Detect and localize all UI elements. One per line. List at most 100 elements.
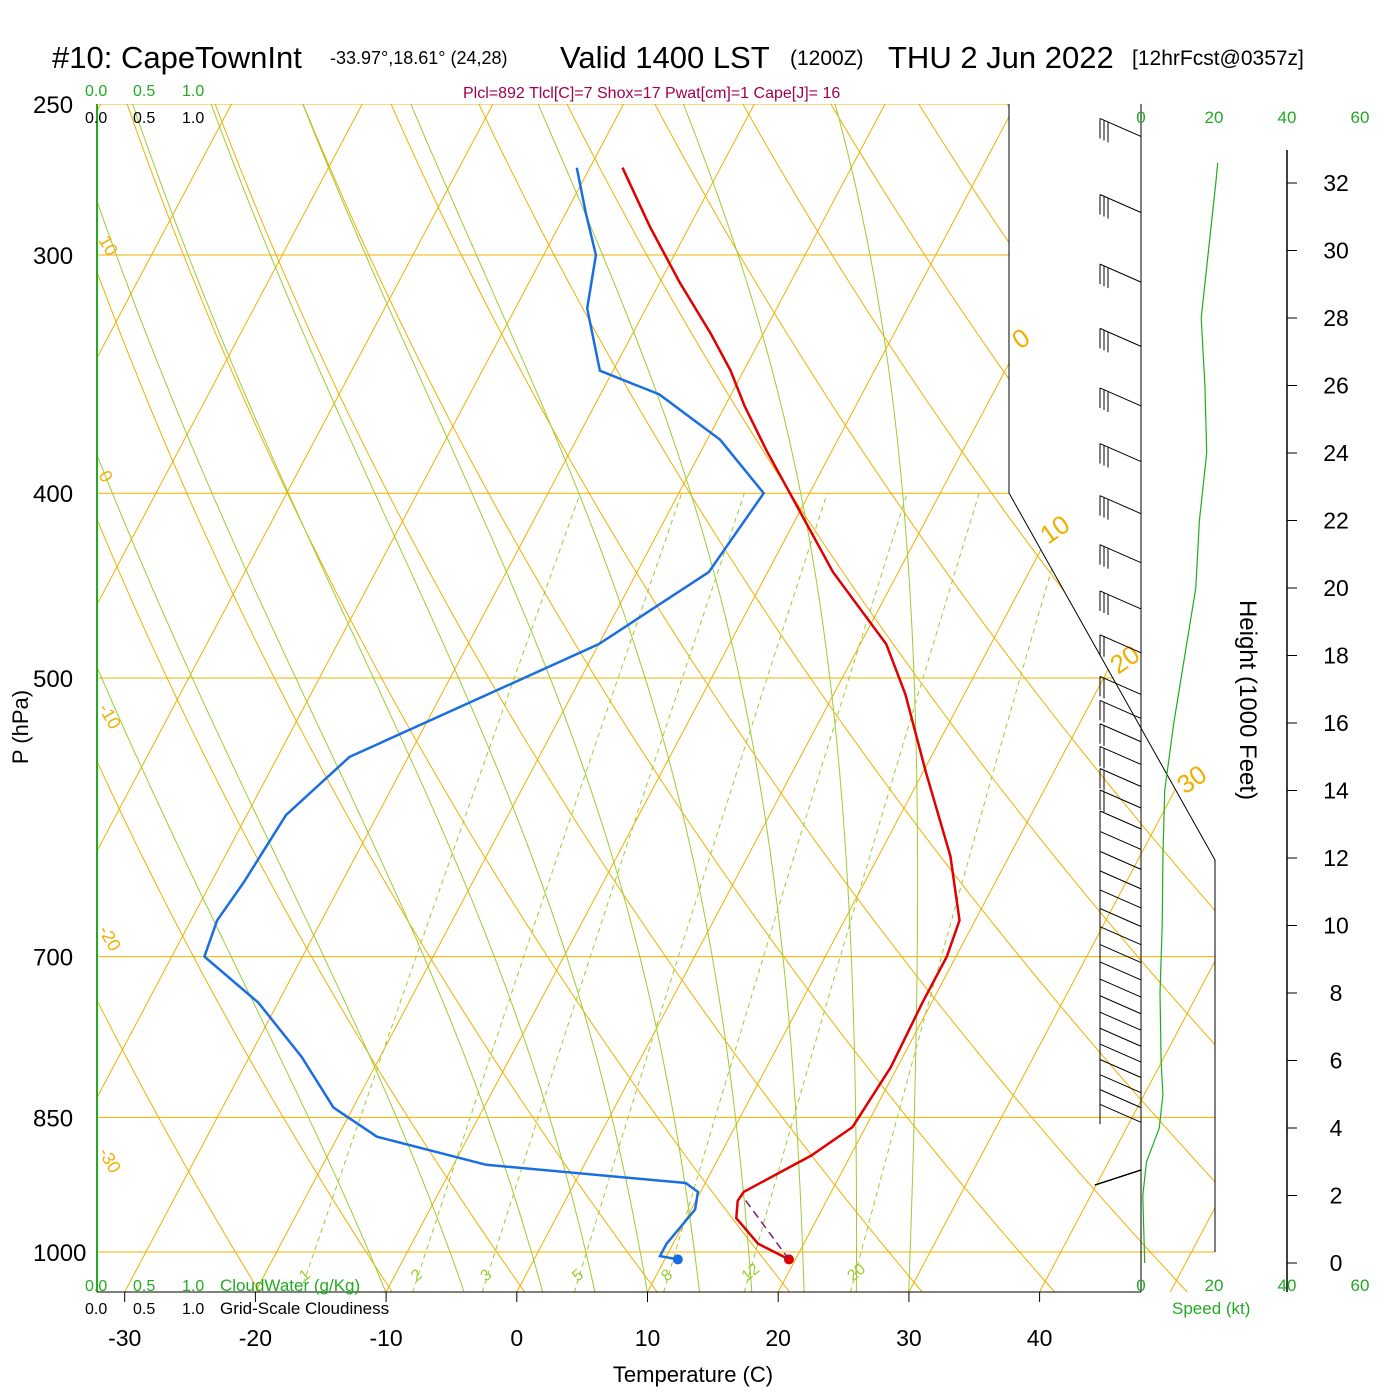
- wind-barb: [1099, 1043, 1142, 1063]
- mixing-ratio-label: 12: [739, 1261, 764, 1286]
- valid-time: Valid 1400 LST: [560, 40, 770, 75]
- wind-barb: [1099, 768, 1142, 787]
- wind-barb: [1099, 590, 1142, 610]
- moist-adiabat: [682, 104, 858, 1292]
- cloud-tick-label: 0.0: [85, 1301, 107, 1318]
- height-tick-label: 18: [1323, 643, 1349, 669]
- wind-tick-label: 20: [1205, 1276, 1224, 1295]
- dry-adiabat: [97, 104, 526, 1292]
- title-svg: #10: CapeTownInt -33.97°,18.61° (24,28) …: [52, 40, 1304, 102]
- wind-barb: [1099, 675, 1142, 695]
- moist-adiabat: [132, 104, 596, 1292]
- wind-barb: [1099, 995, 1142, 1015]
- cloud-tick-label: 1.0: [182, 1301, 204, 1318]
- isotherm-line: [1039, 104, 1215, 1292]
- height-tick-label: 10: [1323, 913, 1349, 939]
- y-axis-label: P (hPa): [8, 690, 33, 764]
- height-tick-label: 28: [1323, 305, 1349, 331]
- height-tick-label: 30: [1323, 238, 1349, 264]
- forecast-date: THU 2 Jun 2022: [888, 40, 1114, 75]
- wind-barb: [1099, 495, 1142, 515]
- wind-barb: [1099, 870, 1142, 890]
- height-tick-label: 14: [1323, 778, 1349, 804]
- height-tick-label: 24: [1323, 440, 1349, 466]
- wind-tick-label: 40: [1278, 108, 1297, 127]
- cloud-tick-label: 0.0: [85, 83, 107, 100]
- mixing-ratio-label: 8: [658, 1266, 676, 1285]
- mixing-ratio-line: [299, 493, 581, 1292]
- wind-barb: [1099, 1059, 1142, 1078]
- dry-adiabat: [97, 104, 261, 1292]
- wind-barb: [1099, 1027, 1142, 1047]
- cloud-tick-label: 0.0: [85, 110, 107, 127]
- dry-adiabat: [723, 104, 1215, 1292]
- mixing-ratio-line: [743, 493, 980, 1292]
- wind-barb: [1099, 850, 1142, 870]
- height-tick-label: 8: [1330, 980, 1343, 1006]
- temperature-tick-label: 0: [510, 1325, 523, 1351]
- isotherm-label: -30: [95, 1144, 125, 1177]
- moist-adiabat: [537, 104, 805, 1292]
- plot-frame: [96, 104, 1288, 1293]
- height-tick-label: 12: [1323, 845, 1349, 871]
- height-axis-label: Height (1000 Feet): [1234, 600, 1261, 800]
- wind-barb: [1099, 961, 1142, 981]
- moist-adiabat: [97, 104, 544, 1292]
- dewpoint-profile: [202, 167, 766, 1261]
- wind-barb: [1099, 544, 1142, 564]
- station-coords: -33.97°,18.61° (24,28): [330, 48, 508, 68]
- moist-adiabat: [97, 104, 387, 1292]
- cloud-tick-label: 1.0: [182, 1278, 204, 1295]
- wind-barb: [1099, 634, 1142, 654]
- wind-barb: [1099, 194, 1142, 213]
- cloud-tick-label: 1.0: [182, 110, 204, 127]
- temperature-profile: [621, 167, 961, 1261]
- temperature-tick-label: 10: [635, 1325, 661, 1351]
- cloud-tick-label: 0.5: [133, 83, 155, 100]
- isotherm-label: 0: [1006, 322, 1035, 355]
- moist-adiabat: [97, 104, 465, 1292]
- height-tick-label: 22: [1323, 508, 1349, 534]
- wind-barb: [1099, 723, 1142, 743]
- forecast-hour: [12hrFcst@0357z]: [1132, 47, 1304, 70]
- mixing-ratio-line: [412, 493, 683, 1292]
- wind-barb: [1099, 810, 1142, 830]
- wind-tick-label: 0: [1136, 1276, 1145, 1295]
- dry-adiabat: [1158, 104, 1215, 1292]
- isotherm-line: [385, 104, 1017, 1292]
- temperature-tick-label: 40: [1027, 1325, 1053, 1351]
- pressure-tick-label: 250: [33, 92, 73, 119]
- wind-barb: [1099, 944, 1142, 963]
- dewpoint-surface-dot: [672, 1254, 683, 1265]
- moist-adiabat: [210, 104, 648, 1292]
- cloudiness-label: Grid-Scale Cloudiness: [220, 1299, 389, 1318]
- isotherm-label: 10: [1034, 509, 1075, 550]
- series-layer: [202, 167, 961, 1265]
- mixing-ratio-line: [573, 493, 828, 1292]
- mixing-ratio-line: [663, 493, 908, 1292]
- isotherm-line: [1301, 104, 1400, 1292]
- wind-tick-label: 60: [1351, 1276, 1370, 1295]
- height-tick-label: 20: [1323, 575, 1349, 601]
- wind-barb: [1099, 327, 1142, 347]
- wind-barb: [1099, 1103, 1142, 1123]
- cloud-tick-label: 0.5: [133, 1301, 155, 1318]
- cloud-tick-label: 0.5: [133, 110, 155, 127]
- wind-barb: [1099, 387, 1142, 407]
- wind-barb: [1099, 745, 1142, 765]
- moist-adiabat: [834, 104, 919, 1292]
- height-tick-label: 26: [1323, 373, 1349, 399]
- dry-adiabat: [549, 104, 1215, 1292]
- utc-time: (1200Z): [790, 47, 864, 70]
- mixing-ratio-line: [849, 493, 1075, 1292]
- wind-barb: [1099, 1089, 1142, 1109]
- temperature-tick-label: -10: [369, 1325, 402, 1351]
- moist-adiabat: [302, 104, 701, 1292]
- mixing-ratio-label: 2: [408, 1266, 426, 1285]
- wind-tick-label: 60: [1351, 108, 1370, 127]
- isotherm-line: [97, 104, 232, 1292]
- isotherm-line: [97, 104, 625, 1292]
- wind-barb: [1099, 830, 1142, 850]
- pressure-tick-label: 1000: [33, 1240, 86, 1267]
- height-tick-label: 32: [1323, 170, 1349, 196]
